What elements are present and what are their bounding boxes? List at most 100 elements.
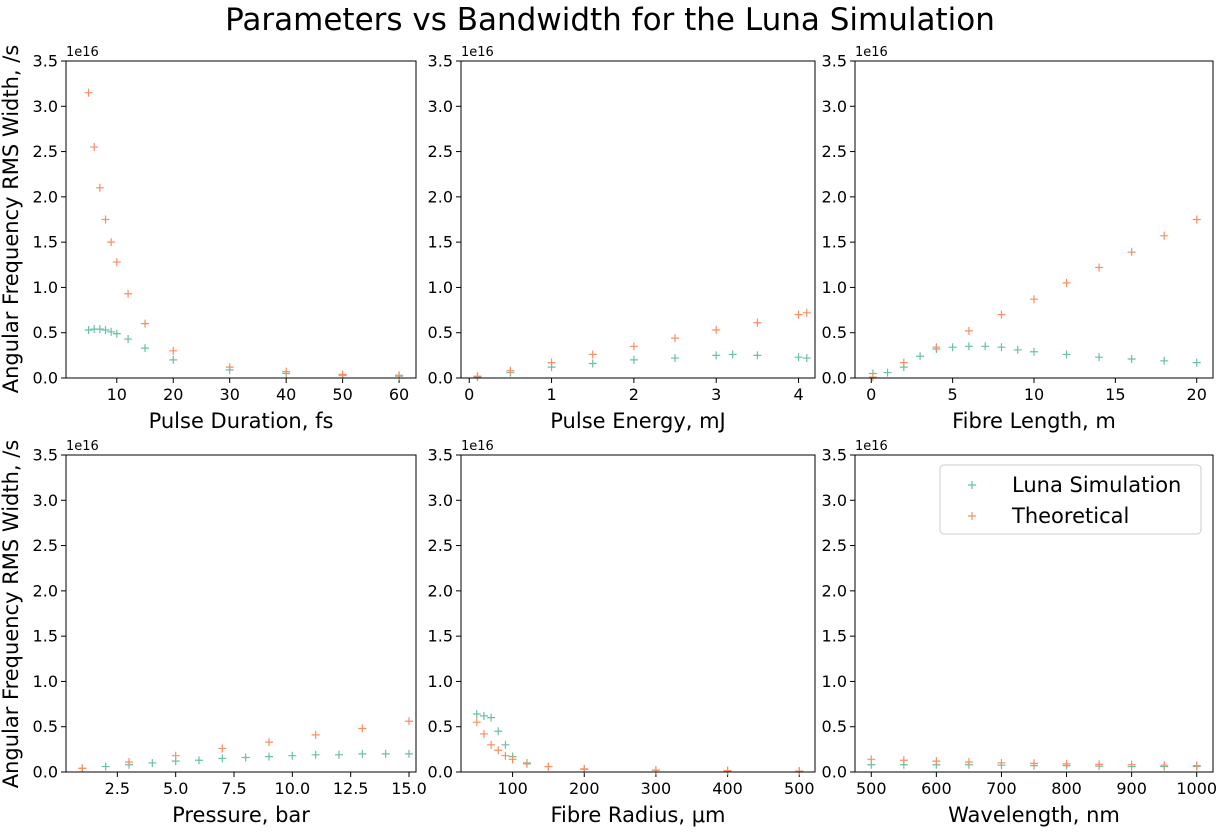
xtick-label: 10 <box>107 385 127 404</box>
data-point <box>1095 353 1104 362</box>
data-point <box>358 724 367 733</box>
data-point <box>964 342 973 351</box>
subplot-5: 0.0 0.5 1.0 1.5 2.0 2.5 3.0 3.5 100 200 300 400 500 1… <box>428 439 816 827</box>
subplot-1: 0.0 0.5 1.0 1.5 2.0 2.5 3.0 3.5 10 20 30 40 50 60 1e16… <box>33 45 417 433</box>
data-point <box>1030 759 1038 768</box>
data-point <box>916 352 925 361</box>
xlabel: Pulse Duration, fs <box>149 409 334 433</box>
plot-frame <box>460 60 816 379</box>
xtick-label: 3 <box>711 385 721 404</box>
data-point <box>148 758 157 767</box>
data-point <box>479 729 488 738</box>
data-point <box>629 355 638 364</box>
plot-frame <box>65 454 417 773</box>
ytick-label: 0.5 <box>822 323 847 342</box>
ytick-label: 3.0 <box>428 491 453 510</box>
xtick-label: 10.0 <box>275 779 311 798</box>
data-point <box>522 759 531 768</box>
ytick-label: 2.5 <box>428 142 453 161</box>
ytick-label: 3.0 <box>33 97 58 116</box>
data-point <box>547 358 556 367</box>
data-point <box>1160 761 1169 770</box>
ytick-label: 3.0 <box>822 97 847 116</box>
data-point <box>472 710 481 719</box>
xtick-label: 800 <box>1051 779 1082 798</box>
ytick-label: 2.0 <box>428 187 453 206</box>
ytick-label: 0.0 <box>822 369 847 388</box>
plot-frame <box>854 454 1214 773</box>
xtick-label: 100 <box>497 779 528 798</box>
data-point <box>473 372 482 381</box>
ytick-label: 1.5 <box>822 233 847 252</box>
ytick-label: 1.5 <box>822 627 847 646</box>
ytick-label: 2.5 <box>428 536 453 555</box>
xtick-label: 15 <box>1105 385 1125 404</box>
data-point <box>169 355 178 364</box>
xtick-label: 20 <box>163 385 183 404</box>
y-multiplier: 1e16 <box>66 439 99 454</box>
xtick-label: 5 <box>948 385 958 404</box>
legend-marker <box>968 481 976 489</box>
ytick-label: 3.5 <box>822 52 847 71</box>
subplot-2: 0.0 0.5 1.0 1.5 2.0 2.5 3.0 3.5 0 1 2 3 4 1e16 Pulse E… <box>428 45 816 433</box>
ytick-label: 1.0 <box>428 672 453 691</box>
ytick-label: 3.5 <box>33 446 58 465</box>
ytick-label: 0.0 <box>822 763 847 782</box>
data-point <box>802 354 811 363</box>
xtick-label: 7.5 <box>221 779 246 798</box>
data-point <box>381 749 390 758</box>
data-point <box>195 756 203 765</box>
data-point <box>241 753 250 762</box>
data-point <box>981 342 990 351</box>
data-point <box>1013 345 1022 354</box>
data-point <box>124 289 133 298</box>
ytick-label: 0.5 <box>33 323 58 342</box>
subplot-3: 0.0 0.5 1.0 1.5 2.0 2.5 3.0 3.5 0 5 10 15 20 1e16 Fibr… <box>822 45 1214 433</box>
data-point <box>169 346 178 355</box>
ytick-label: 1.0 <box>33 278 58 297</box>
data-point <box>101 325 110 334</box>
ytick-label: 0.0 <box>428 369 453 388</box>
data-point <box>671 354 680 363</box>
ytick-label: 2.0 <box>428 581 453 600</box>
data-point <box>282 367 291 376</box>
data-point <box>932 757 941 766</box>
xtick-label: 5.0 <box>163 779 188 798</box>
xtick-label: 1000 <box>1176 779 1217 798</box>
xtick-label: 4 <box>793 385 803 404</box>
data-point <box>472 718 481 727</box>
data-point <box>1160 231 1169 240</box>
ytick-label: 2.0 <box>822 187 847 206</box>
data-point <box>288 751 297 760</box>
data-point <box>1095 760 1104 769</box>
data-point <box>95 183 104 192</box>
data-point <box>90 143 99 152</box>
data-point <box>1127 760 1136 769</box>
xtick-label: 200 <box>569 779 600 798</box>
xtick-label: 2.5 <box>105 779 130 798</box>
xlabel: Fibre Length, m <box>952 409 1116 433</box>
data-point <box>338 370 347 379</box>
legend: Luna Simulation Theoretical <box>939 464 1202 535</box>
data-point <box>479 711 488 720</box>
ytick-label: 0.0 <box>428 763 453 782</box>
data-point <box>795 767 804 776</box>
data-point <box>712 351 721 360</box>
ytick-label: 3.5 <box>33 52 58 71</box>
data-point <box>335 750 343 759</box>
ytick-label: 2.0 <box>33 187 58 206</box>
xtick-label: 300 <box>641 779 672 798</box>
xtick-label: 900 <box>1116 779 1147 798</box>
xtick-label: 0 <box>866 385 876 404</box>
ytick-label: 1.5 <box>428 233 453 252</box>
data-point <box>84 325 93 334</box>
ylabel-top-row: Angular Frequency RMS Width, /s <box>0 45 23 394</box>
ytick-label: 1.0 <box>33 672 58 691</box>
ytick-label: 2.5 <box>33 142 58 161</box>
data-point <box>487 713 496 722</box>
y-multiplier: 1e16 <box>461 439 494 454</box>
data-point <box>588 350 597 359</box>
ytick-label: 1.0 <box>822 672 847 691</box>
data-point <box>1192 215 1201 224</box>
data-point <box>1192 761 1201 770</box>
